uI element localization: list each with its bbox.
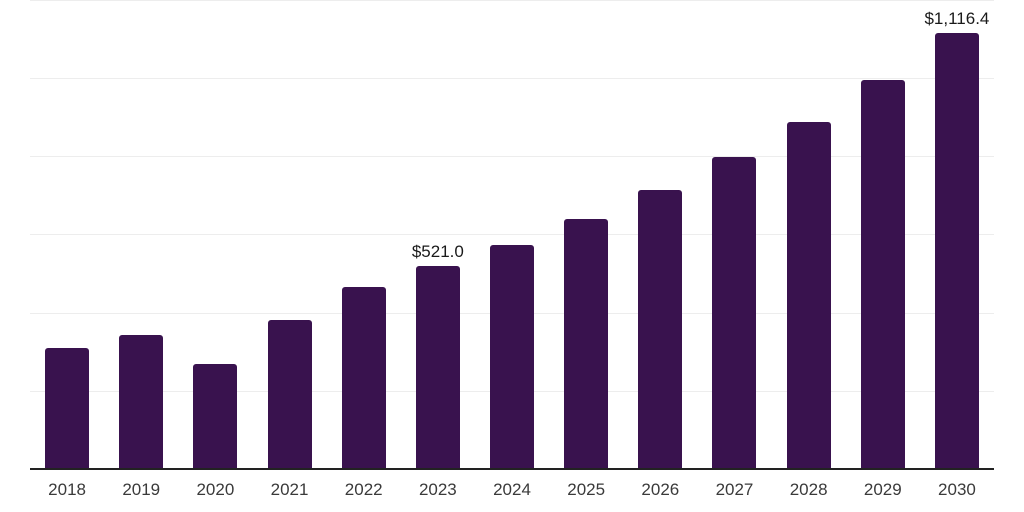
gridline-600 xyxy=(30,234,994,236)
x-tick-label-2025: 2025 xyxy=(567,480,606,499)
x-tick-label-2028: 2028 xyxy=(789,480,828,499)
x-tick-label-2027: 2027 xyxy=(715,480,754,499)
x-tick-label-2024: 2024 xyxy=(493,480,531,499)
bar-2025 xyxy=(564,218,609,470)
gridline-1000 xyxy=(30,77,994,79)
x-axis-line xyxy=(30,468,994,470)
data-label-2023: $521.0 xyxy=(411,242,464,262)
bar-2024 xyxy=(490,245,534,470)
x-tick-label-2023: 2023 xyxy=(418,480,457,499)
x-tick-label-2029: 2029 xyxy=(863,480,902,499)
gridline-800 xyxy=(30,156,994,158)
bar-2030 xyxy=(934,33,979,470)
x-tick-label-2018: 2018 xyxy=(48,480,86,499)
bar-2027 xyxy=(712,157,757,470)
x-tick-label-2021: 2021 xyxy=(270,480,309,499)
x-tick-label-2026: 2026 xyxy=(641,480,680,499)
bar-2018 xyxy=(45,348,90,470)
x-tick-label-2022: 2022 xyxy=(344,480,383,499)
x-tick-label-2019: 2019 xyxy=(122,480,161,499)
bar-2022 xyxy=(341,287,386,470)
x-axis-tick-labels: 2018 2019 2020 2021 2022 2023 2024 2025 2026 2027… xyxy=(30,481,994,498)
bar-2020 xyxy=(193,363,238,470)
bar-2026 xyxy=(638,189,683,470)
x-tick-label-2030: 2030 xyxy=(938,480,976,499)
bar-2023 xyxy=(415,266,460,470)
gridline-1200 xyxy=(30,0,994,1)
bar-2019 xyxy=(119,335,164,470)
plot-area: $521.0 $1,116.4 xyxy=(30,0,994,470)
bar-2029 xyxy=(860,80,905,470)
x-tick-label-2020: 2020 xyxy=(196,480,235,499)
bar-2021 xyxy=(267,320,312,470)
bar-2028 xyxy=(786,121,831,470)
data-label-2030: $1,116.4 xyxy=(924,9,990,29)
